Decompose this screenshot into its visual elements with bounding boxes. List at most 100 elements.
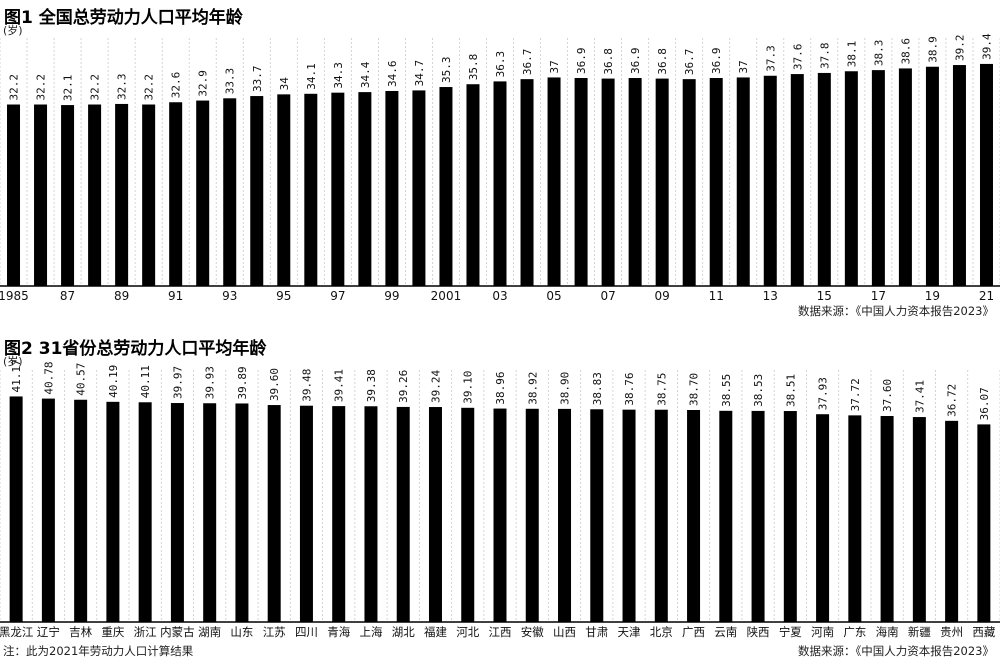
chart2-bar-北京: [655, 410, 668, 622]
chart1-data-label: 34.6: [386, 60, 399, 87]
chart2-data-label: 38.96: [494, 371, 507, 404]
chart2-bar-宁夏: [784, 411, 797, 622]
chart1-bar-2007: [602, 79, 615, 286]
chart2-bar-西藏: [977, 424, 990, 622]
chart2-category-label: 四川: [295, 625, 318, 639]
chart2-category-label: 内蒙古: [160, 625, 195, 639]
chart1-bar-1991: [169, 102, 182, 286]
chart2-note: 注：此为2021年劳动力人口计算结果: [3, 643, 193, 659]
chart1-tick-label: 05: [546, 289, 561, 303]
chart1-bar-2000: [412, 90, 425, 286]
chart1-bar-2014: [791, 74, 804, 286]
chart2-category-label: 辽宁: [37, 625, 60, 639]
chart1-bar-2011: [710, 78, 723, 286]
chart2-data-label: 36.07: [978, 387, 991, 420]
chart2-bar-云南: [719, 411, 732, 622]
chart2-data-label: 39.38: [365, 369, 378, 402]
chart2-category-label: 青海: [327, 625, 350, 639]
chart2-data-label: 38.51: [784, 374, 797, 407]
chart1-tick-label: 11: [709, 289, 724, 303]
chart2-data-label: 38.70: [688, 373, 701, 406]
chart2-data-label: 39.24: [429, 370, 442, 403]
chart2-category-label: 上海: [359, 625, 382, 639]
chart2-data-label: 40.57: [75, 363, 88, 396]
chart2-bar-辽宁: [42, 399, 55, 622]
chart1-bar-2020: [953, 65, 966, 286]
chart2-bar-甘肃: [590, 409, 603, 622]
chart1-bar-1995: [277, 94, 290, 286]
chart1-data-label: 38.9: [926, 36, 939, 63]
chart2-bar-湖北: [397, 407, 410, 622]
chart2-category-label: 西藏: [972, 625, 995, 639]
chart1-bar-2001: [439, 87, 452, 286]
chart2-bar-吉林: [74, 400, 87, 622]
chart1-data-label: 39.2: [953, 35, 966, 62]
chart2-data-label: 39.10: [462, 371, 475, 404]
chart2-bar-海南: [881, 416, 894, 622]
chart1-data-label: 36.9: [575, 48, 588, 75]
chart1-bar-2008: [629, 78, 642, 286]
chart2-data-label: 41.17: [10, 359, 23, 392]
chart2-category-label: 黑龙江: [0, 625, 34, 639]
chart1-tick-label: 07: [600, 289, 615, 303]
chart2-category-label: 江西: [489, 625, 512, 639]
chart2-bar-新疆: [913, 417, 926, 622]
chart1-data-label: 32.6: [170, 72, 183, 99]
chart2-data-label: 40.11: [139, 365, 152, 398]
chart1-data-label: 36.7: [521, 49, 534, 76]
chart2-category-label: 广东: [843, 625, 866, 639]
chart1-bar-2018: [899, 68, 912, 286]
chart1-data-label: 39.4: [980, 33, 993, 60]
chart1-bar-1986: [34, 105, 47, 286]
chart2-data-label: 37.93: [817, 377, 830, 410]
chart1-data-label: 34.3: [332, 62, 345, 89]
chart2-data-label: 39.60: [268, 368, 281, 401]
chart1-tick-label: 15: [817, 289, 832, 303]
chart2-data-label: 38.90: [559, 372, 572, 405]
chart1-data-label: 37.6: [791, 44, 804, 71]
chart2-bar-江西: [494, 409, 507, 622]
chart1-bar-1998: [358, 92, 371, 286]
chart2-bar-河北: [461, 408, 474, 622]
chart2-data-label: 37.60: [881, 379, 894, 412]
chart1-tick-label: 1985: [0, 289, 29, 303]
chart2-category-label: 云南: [714, 625, 737, 639]
chart1-bar-1985: [7, 105, 20, 286]
chart2-bar-河南: [816, 414, 829, 622]
chart1-data-label: 32.2: [143, 74, 156, 101]
chart2-bar-湖南: [203, 403, 216, 622]
chart1-bar-2003: [494, 81, 507, 286]
chart1-tick-label: 03: [492, 289, 507, 303]
chart1-tick-label: 19: [925, 289, 940, 303]
chart2-data-label: 37.41: [913, 380, 926, 413]
chart2-data-label: 39.93: [204, 366, 217, 399]
chart1-data-label: 38.6: [899, 38, 912, 65]
chart2-category-label: 湖南: [198, 625, 221, 639]
chart1-bar-2005: [548, 77, 561, 286]
chart2-data-label: 38.92: [526, 372, 539, 405]
chart2-category-label: 安徽: [521, 625, 544, 639]
chart2-category-label: 浙江: [134, 625, 157, 639]
chart2-bar-四川: [300, 406, 313, 622]
chart2-bar-黑龙江: [10, 396, 23, 622]
chart1-data-label: 36.8: [602, 48, 615, 75]
chart2-data-label: 38.75: [655, 373, 668, 406]
chart1-bar-1999: [385, 91, 398, 286]
chart1-bar-2012: [737, 77, 750, 286]
chart2-bar-浙江: [139, 402, 152, 622]
chart2-category-label: 湖北: [392, 625, 415, 639]
chart1-data-label: 35.3: [440, 57, 453, 84]
chart1-tick-label: 17: [871, 289, 886, 303]
chart1-data-label: 32.2: [89, 74, 102, 101]
chart1-bar-2013: [764, 76, 777, 286]
chart2-bar-山西: [558, 409, 571, 622]
chart1-tick-label: 2001: [431, 289, 462, 303]
chart2-category-label: 宁夏: [779, 625, 802, 639]
chart2-category-label: 山西: [553, 625, 576, 639]
chart1-tick-label: 91: [168, 289, 183, 303]
chart2-category-label: 陕西: [747, 625, 770, 639]
chart2-category-label: 甘肃: [585, 625, 608, 639]
chart1-data-label: 34.1: [305, 63, 318, 90]
chart1-bar-1994: [250, 96, 263, 286]
chart2-category-label: 河北: [456, 625, 479, 639]
